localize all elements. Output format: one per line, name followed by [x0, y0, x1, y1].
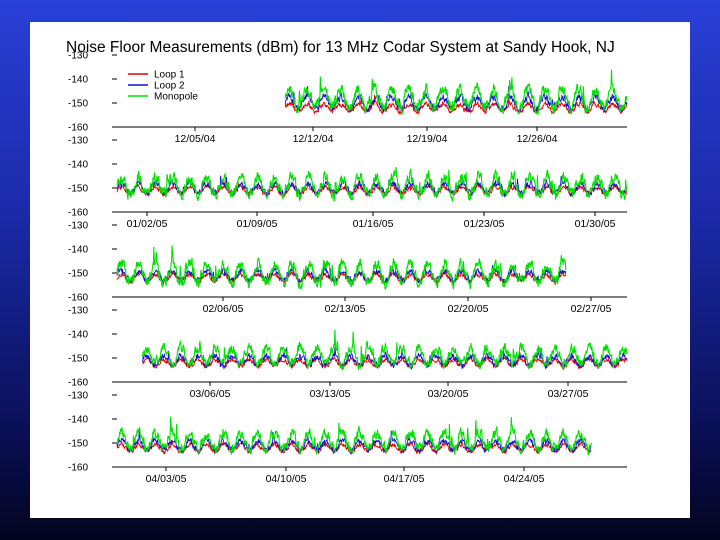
chart-slide: Noise Floor Measurements (dBm) for 13 MH… [30, 22, 690, 518]
y-tick-label: -150 [68, 99, 88, 110]
series-line-loop-1 [284, 94, 628, 116]
x-tick-label: 01/02/05 [127, 218, 168, 230]
x-tick-label: 04/10/05 [266, 473, 307, 485]
x-tick-label: 02/13/05 [325, 303, 366, 315]
x-tick-label: 01/16/05 [353, 218, 394, 230]
noise-floor-chart: Noise Floor Measurements (dBm) for 13 MH… [66, 39, 628, 485]
y-tick-label: -140 [68, 415, 88, 426]
x-tick-label: 03/20/05 [428, 388, 469, 400]
x-tick-label: 03/27/05 [548, 388, 589, 400]
x-tick-label: 04/24/05 [504, 473, 545, 485]
panel-4: -130 -140 -150 -160 03/06/05 03/13/05 03/20/05… [68, 306, 628, 400]
x-tick-label: 02/20/05 [448, 303, 489, 315]
y-tick-label: -140 [68, 245, 88, 256]
legend-entry: Loop 2 [154, 81, 185, 92]
x-tick-label: 03/06/05 [190, 388, 231, 400]
chart-title: Noise Floor Measurements (dBm) for 13 MH… [66, 39, 615, 56]
x-tick-label: 12/19/04 [407, 133, 448, 145]
y-tick-label: -150 [68, 354, 88, 365]
y-tick-label: -160 [68, 123, 88, 134]
series-line-monopole [141, 329, 628, 371]
x-tick-label: 12/12/04 [293, 133, 334, 145]
series-line-loop-2 [142, 346, 628, 370]
legend-entry: Loop 1 [154, 70, 185, 81]
x-tick-label: 02/06/05 [203, 303, 244, 315]
y-tick-label: -160 [68, 293, 88, 304]
y-tick-label: -130 [68, 136, 88, 147]
series-line-monopole [284, 69, 628, 116]
x-tick-label: 12/05/04 [175, 133, 216, 145]
x-tick-label: 01/23/05 [464, 218, 505, 230]
x-tick-label: 03/13/05 [310, 388, 351, 400]
series-line-monopole [116, 245, 567, 290]
y-tick-label: -150 [68, 439, 88, 450]
x-tick-label: 01/09/05 [237, 218, 278, 230]
panel-3: -130 -140 -150 -160 02/06/05 02/13/05 02/20/05… [68, 221, 627, 315]
chart-panels: -130 -140 -150 -160 12/05/04 12/12/04 12/19/04… [68, 51, 628, 485]
y-tick-label: -140 [68, 330, 88, 341]
y-tick-label: -130 [68, 221, 88, 232]
y-tick-label: -130 [68, 391, 88, 402]
panel-5: -130 -140 -150 -160 04/03/05 04/10/05 04/17/05… [68, 391, 627, 485]
panel-2: -130 -140 -150 -160 01/02/05 01/09/05 01/16/05… [68, 136, 628, 230]
series-line-loop-2 [116, 261, 567, 286]
series-line-monopole [116, 416, 592, 456]
legend-entry: Monopole [154, 92, 198, 103]
y-tick-label: -160 [68, 463, 88, 474]
y-tick-label: -160 [68, 208, 88, 219]
x-tick-label: 02/27/05 [571, 303, 612, 315]
x-tick-label: 04/03/05 [146, 473, 187, 485]
series-line-monopole [116, 167, 628, 202]
y-tick-label: -130 [68, 306, 88, 317]
y-tick-label: -140 [68, 75, 88, 86]
x-tick-label: 01/30/05 [575, 218, 616, 230]
y-tick-label: -140 [68, 160, 88, 171]
panel-1: -130 -140 -150 -160 12/05/04 12/12/04 12/19/04… [68, 51, 628, 145]
y-tick-label: -130 [68, 51, 88, 62]
y-tick-label: -150 [68, 269, 88, 280]
x-tick-label: 12/26/04 [517, 133, 558, 145]
series-line-loop-2 [116, 428, 592, 456]
y-tick-label: -150 [68, 184, 88, 195]
y-tick-label: -160 [68, 378, 88, 389]
x-tick-label: 04/17/05 [384, 473, 425, 485]
